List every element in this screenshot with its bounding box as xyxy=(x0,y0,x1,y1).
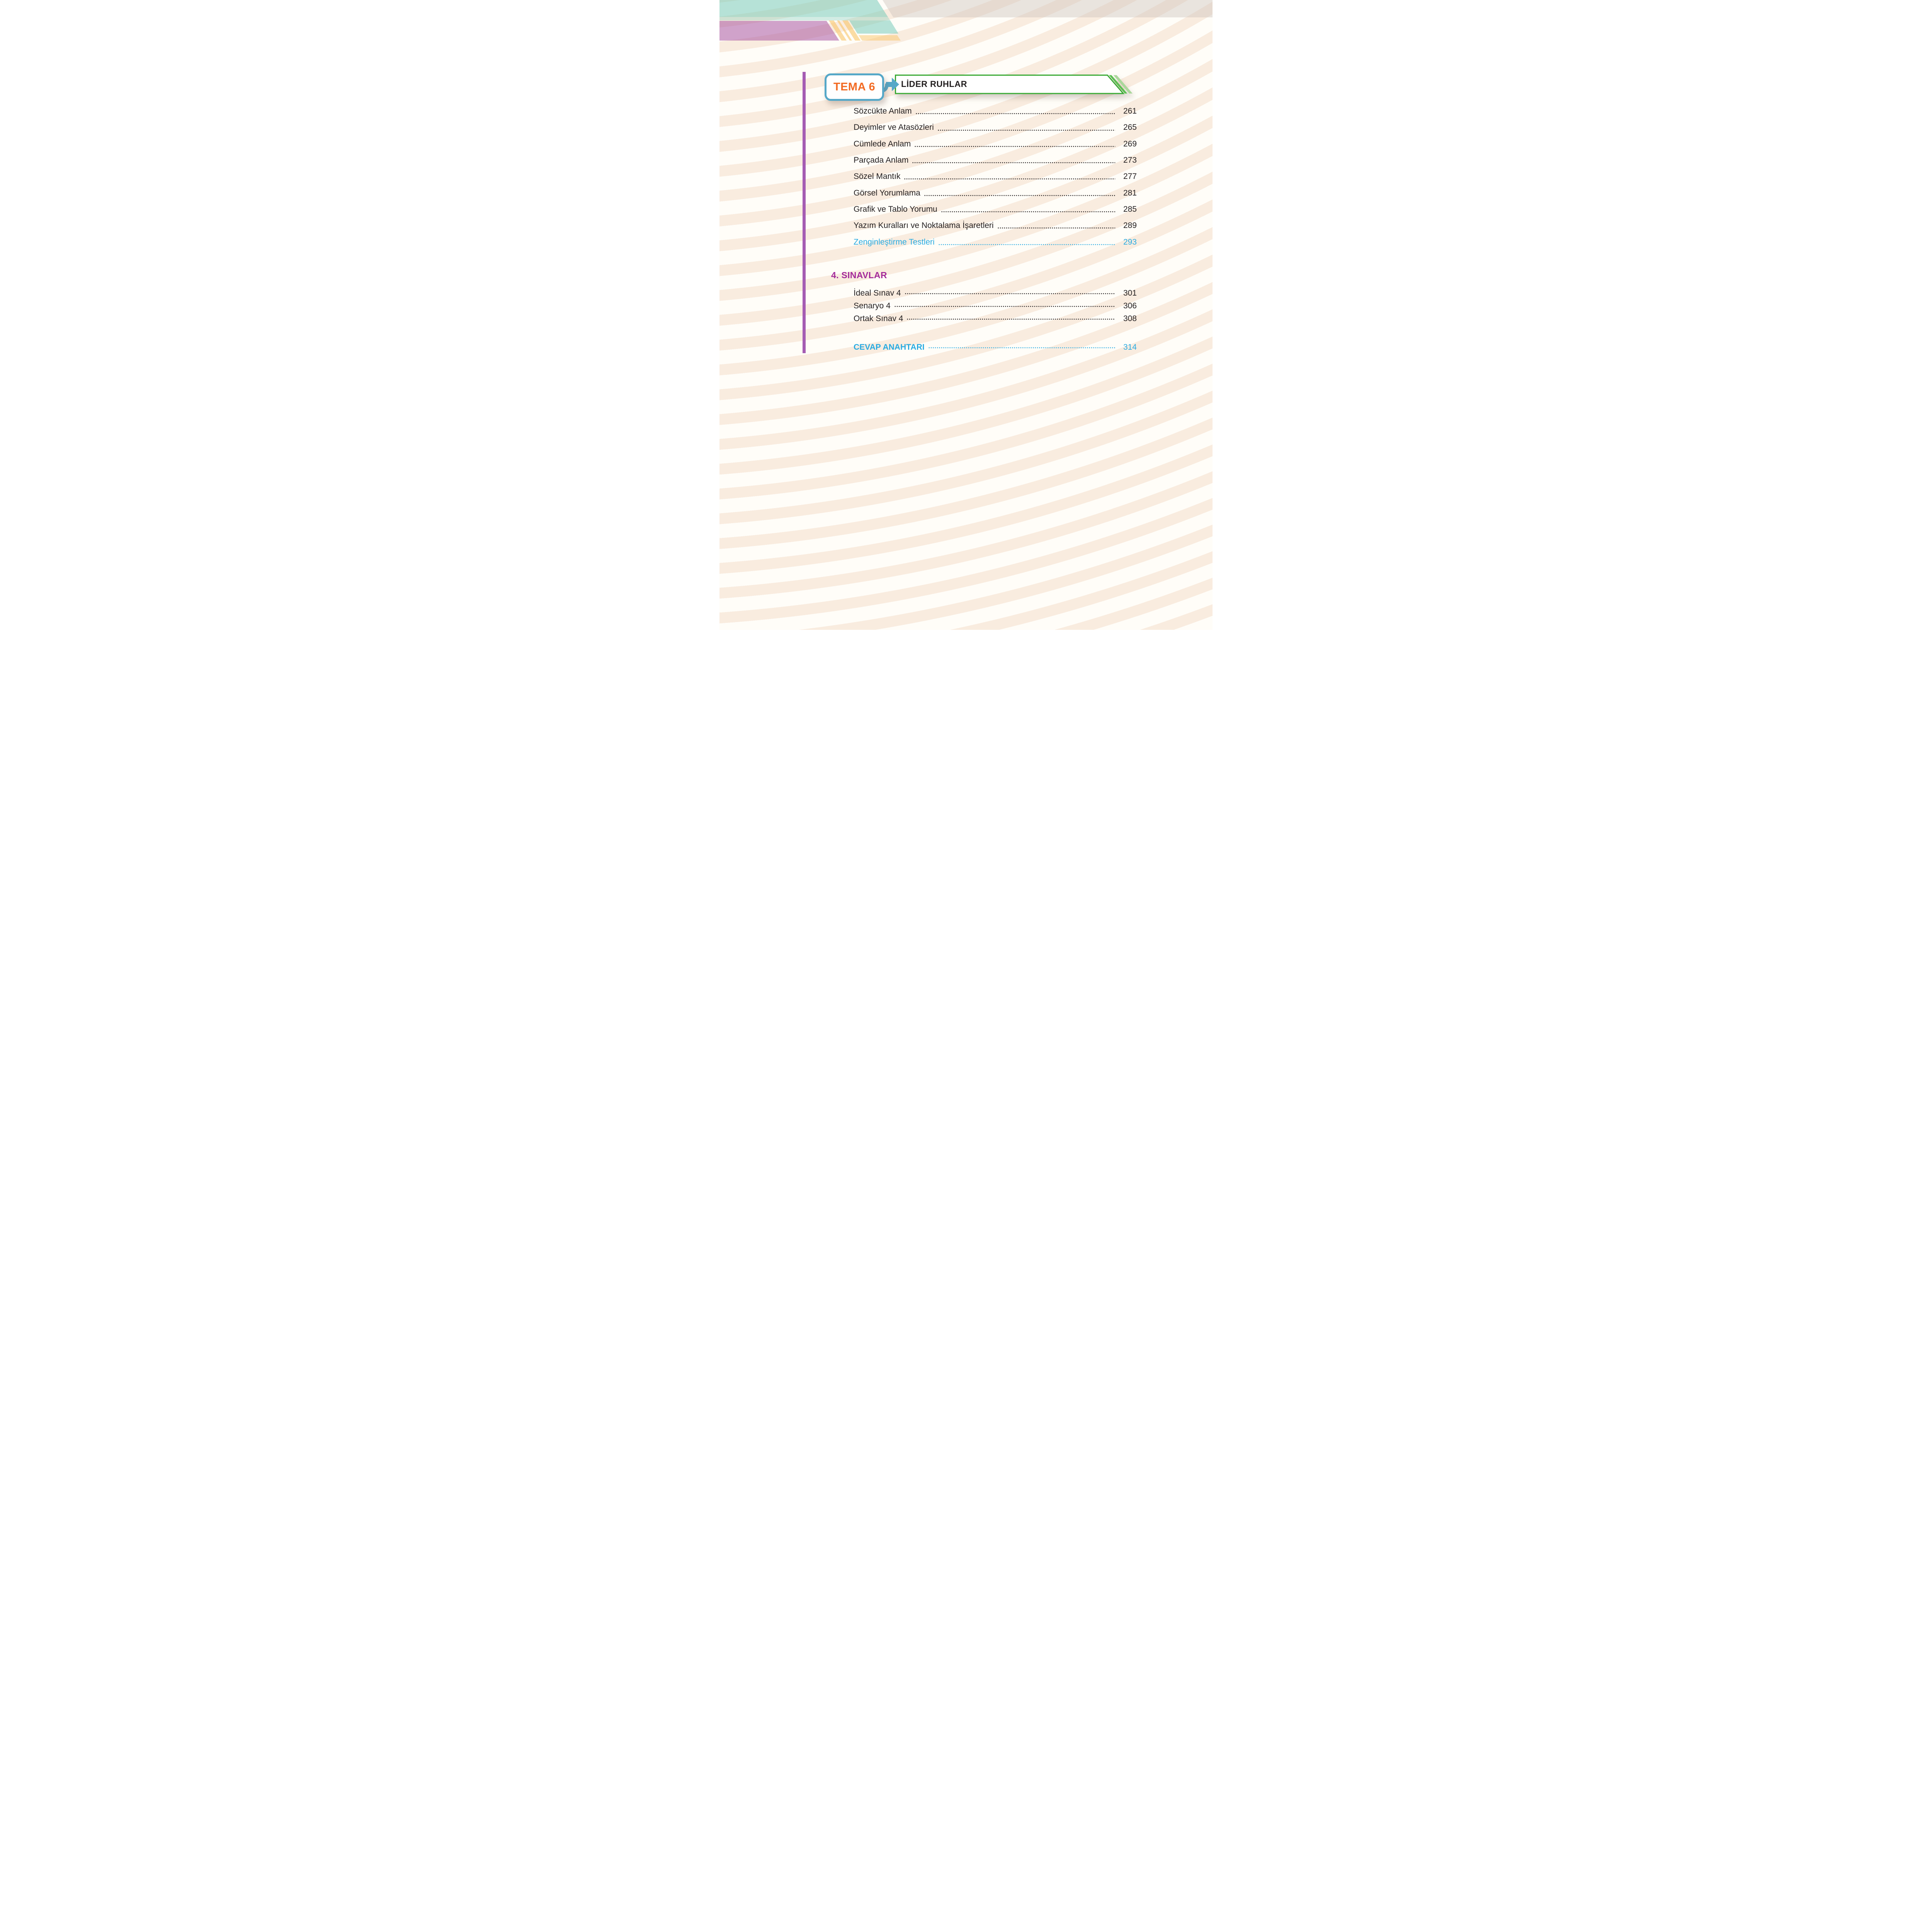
toc-row: Deyimler ve Atasözleri 265 xyxy=(854,119,1137,136)
toc-list: Sözcükte Anlam 261 Deyimler ve Atasözler… xyxy=(854,103,1137,250)
exam-item-title: Senaryo 4 xyxy=(854,301,891,310)
dotted-leader xyxy=(923,194,1115,196)
dotted-leader xyxy=(904,178,1115,180)
page-number: 293 xyxy=(1123,237,1137,247)
theme-title: LİDER RUHLAR xyxy=(901,79,967,89)
toc-row: Yazım Kuralları ve Noktalama İşaretleri … xyxy=(854,218,1137,234)
page-number: 301 xyxy=(1123,288,1137,298)
tema-badge-label: TEMA 6 xyxy=(833,81,876,93)
page-number: 306 xyxy=(1123,301,1137,310)
dotted-leader xyxy=(937,129,1115,131)
page-number: 277 xyxy=(1123,172,1137,181)
exam-list: İdeal Sınav 4 301 Senaryo 4 306 Ortak Sı… xyxy=(854,287,1137,325)
dotted-leader xyxy=(904,293,1115,294)
page-number: 289 xyxy=(1123,221,1137,230)
teal-wedge-shape xyxy=(849,20,898,34)
page-number: 314 xyxy=(1123,342,1137,352)
toc-item-title: Sözcükte Anlam xyxy=(854,107,912,116)
page-number: 308 xyxy=(1123,314,1137,323)
toc-item-title: Sözel Mantık xyxy=(854,172,901,181)
answer-key-list: CEVAP ANAHTARI 314 xyxy=(854,341,1137,354)
page-number: 261 xyxy=(1123,107,1137,116)
toc-row: Parçada Anlam 273 xyxy=(854,152,1137,168)
exams-section-heading: 4. SINAVLAR xyxy=(831,270,887,280)
exam-row: Ortak Sınav 4 308 xyxy=(854,312,1137,325)
exam-item-title: Ortak Sınav 4 xyxy=(854,314,903,323)
answer-key-row: CEVAP ANAHTARI 314 xyxy=(854,341,1137,354)
toc-row: Cümlede Anlam 269 xyxy=(854,136,1137,152)
toc-item-title: Görsel Yorumlama xyxy=(854,188,920,197)
page-number: 269 xyxy=(1123,139,1137,148)
book-toc-page: TEMA 6 LİDER RUHLAR Sözcükte Anlam 261 D… xyxy=(719,0,1213,630)
toc-row: Grafik ve Tablo Yorumu 285 xyxy=(854,201,1137,218)
toc-row: Görsel Yorumlama 281 xyxy=(854,185,1137,201)
dotted-leader xyxy=(940,211,1115,213)
green-stripe-medium xyxy=(1109,75,1128,94)
corner-decoration xyxy=(719,0,1213,43)
exam-row: İdeal Sınav 4 301 xyxy=(854,287,1137,299)
toc-item-title: Yazım Kuralları ve Noktalama İşaretleri xyxy=(854,221,994,230)
exam-row: Senaryo 4 306 xyxy=(854,299,1137,312)
dotted-leader xyxy=(997,227,1115,229)
toc-item-title: Parçada Anlam xyxy=(854,156,909,165)
page-number: 265 xyxy=(1123,123,1137,132)
dotted-leader xyxy=(906,318,1115,320)
toc-item-title: Grafik ve Tablo Yorumu xyxy=(854,204,937,214)
toc-item-title: Deyimler ve Atasözleri xyxy=(854,123,934,132)
dotted-leader xyxy=(928,347,1115,349)
page-number: 285 xyxy=(1123,204,1137,214)
pink-band-shape xyxy=(719,21,839,41)
dotted-leader xyxy=(912,162,1115,164)
toc-row: Sözcükte Anlam 261 xyxy=(854,103,1137,119)
dotted-leader xyxy=(915,113,1115,115)
gray-band-shape xyxy=(883,0,1213,17)
green-stripe-light xyxy=(1113,75,1133,94)
toc-row-enrichment: Zenginleştirme Testleri 293 xyxy=(854,234,1137,250)
teal-strip-shape xyxy=(719,17,890,20)
section-side-rule xyxy=(803,72,806,353)
dotted-leader xyxy=(914,145,1115,147)
orange-strip-bottom-shape xyxy=(859,35,901,41)
page-number: 273 xyxy=(1123,156,1137,165)
exam-item-title: İdeal Sınav 4 xyxy=(854,288,901,298)
tema-badge: TEMA 6 xyxy=(825,73,884,101)
answer-key-label: CEVAP ANAHTARI xyxy=(854,342,925,352)
toc-row: Sözel Mantık 277 xyxy=(854,168,1137,185)
dotted-leader xyxy=(894,306,1115,307)
toc-item-title: Zenginleştirme Testleri xyxy=(854,237,935,247)
teal-band-shape xyxy=(719,0,888,17)
toc-item-title: Cümlede Anlam xyxy=(854,139,911,148)
page-number: 281 xyxy=(1123,188,1137,197)
dotted-leader xyxy=(938,243,1115,245)
